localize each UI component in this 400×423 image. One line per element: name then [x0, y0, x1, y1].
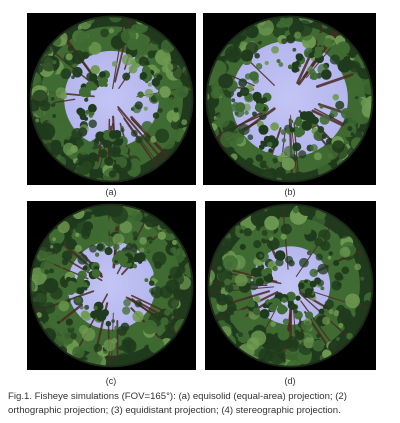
panel-d-label: (d): [284, 376, 296, 386]
panel-a-image: [27, 13, 196, 185]
fisheye-canopy-graphic: [203, 13, 376, 185]
fisheye-canopy-graphic: [27, 201, 196, 370]
panel-a-label: (a): [105, 187, 117, 197]
panel-b-label: (b): [284, 187, 296, 197]
figure-caption: Fig.1. Fisheye simulations (FOV=165°): (…: [8, 391, 347, 416]
panel-b-image: [203, 13, 376, 185]
panel-c-label: (c): [105, 376, 117, 386]
fisheye-canopy-graphic: [27, 13, 196, 185]
panel-d-image: [205, 201, 376, 370]
fisheye-canopy-graphic: [205, 201, 376, 370]
panel-c-image: [27, 201, 196, 370]
figure-grid: (a) (b) (c) (d): [27, 13, 376, 386]
